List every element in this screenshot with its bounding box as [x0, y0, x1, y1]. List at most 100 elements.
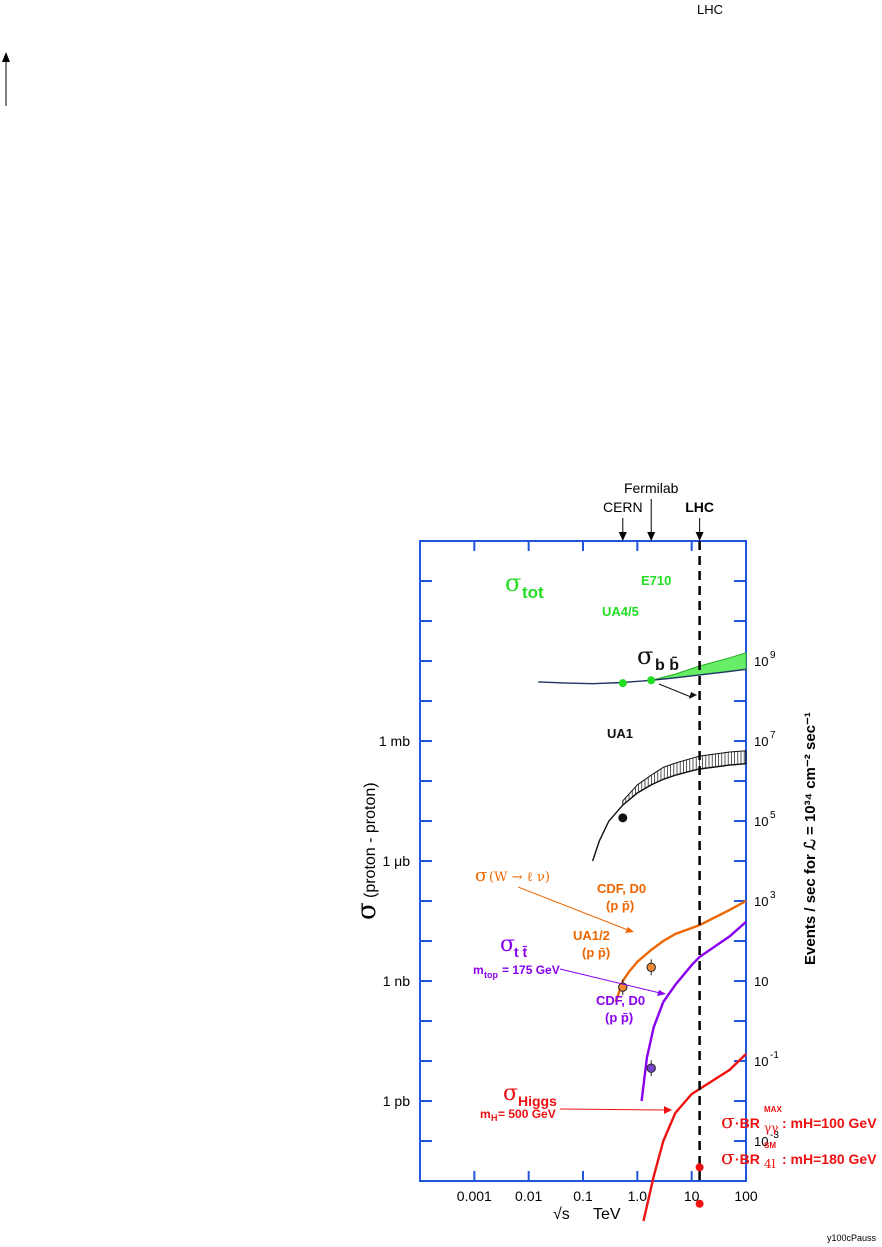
series-curves: [538, 668, 747, 1222]
br2-sup: SM: [764, 1141, 776, 1150]
data-point: [618, 982, 628, 992]
x-tick-label: 0.01: [515, 1188, 542, 1204]
sigma-bb-label: σ b b̄: [637, 642, 679, 674]
br-gamma-annotation: σ ·BR MAX γγ : mH=100 GeV: [721, 1105, 877, 1135]
right-tick-exponent: -1: [770, 1050, 779, 1061]
data-point: [647, 676, 656, 685]
sigma-higgs-symbol: σ: [503, 1081, 518, 1106]
right-tick-exponent: 3: [770, 890, 776, 901]
right-tick-label: 10: [754, 734, 768, 749]
ua12-label-1: UA1/2: [573, 928, 610, 943]
data-points: [618, 676, 704, 1208]
br2-br: ·BR: [735, 1151, 760, 1167]
mtop-m: m: [473, 963, 484, 977]
sigma-higgs-sub: Higgs: [518, 1093, 557, 1109]
machine-label: CERN: [603, 499, 643, 515]
br2-sub: 4l: [764, 1157, 776, 1171]
right-tick-exponent: 9: [770, 650, 776, 661]
right-tick-exponent: 5: [770, 810, 776, 821]
error-bands: [622, 652, 747, 807]
x-tick-label: 0.1: [573, 1188, 593, 1204]
right-tick-label: 10: [754, 654, 768, 669]
sigma-bb-sub: b b̄: [655, 655, 679, 674]
br1-br: ·BR: [735, 1115, 760, 1131]
left-tick-label: 1 nb: [383, 973, 410, 989]
right-tick-exponent: -3: [770, 1130, 779, 1141]
machine-label: LHC: [685, 499, 714, 515]
sigma-tt-label: σ t t̄ m top = 175 GeV: [473, 932, 560, 980]
machine-arrow-head: [618, 532, 627, 541]
x-tick-label: 100: [734, 1188, 758, 1204]
cdf-t-label-2: (p p̄): [605, 1010, 633, 1025]
header-tag: LHC: [697, 2, 723, 17]
data-point: [695, 1163, 704, 1172]
br2-sigma: σ: [721, 1145, 735, 1169]
sigma-w-label: σ (W → ℓ ν): [475, 865, 550, 886]
cdf-t-label-1: CDF, D0: [596, 993, 645, 1008]
br1-sup: MAX: [764, 1105, 782, 1114]
br2-text: : mH=180 GeV: [782, 1151, 877, 1167]
ua1-label: UA1: [607, 726, 633, 741]
left-axis-rest: (proton - proton): [362, 782, 379, 898]
data-point: [618, 813, 628, 823]
sigma-higgs-label: σ Higgs m H = 500 GeV: [480, 1081, 557, 1123]
right-axis-label: Events / sec for ℒ = 10³⁴ cm⁻² sec⁻¹: [802, 712, 819, 965]
sigma-w-symbol: σ: [475, 865, 487, 886]
right-tick-label: 10: [754, 894, 768, 909]
x-tick-label: 10: [684, 1188, 700, 1204]
series-line-4: [642, 1053, 747, 1222]
x-axis-unit: TeV: [593, 1206, 621, 1223]
mh500-value: = 500 GeV: [498, 1107, 556, 1121]
sigma-bb-symbol: σ: [637, 642, 653, 670]
left-tick-labels: 1 mb 1 μb 1 nb 1 pb: [379, 733, 410, 1109]
mtop-sub: top: [484, 970, 498, 980]
left-axis-sigma: σ: [352, 902, 382, 920]
machine-arrow-head: [695, 532, 704, 541]
ua45-label: UA4/5: [602, 604, 639, 619]
cdf-w-label-1: CDF, D0: [597, 881, 646, 896]
axis-ticks: [419, 541, 747, 1181]
cdf-w-label-2: (p p̄): [606, 898, 634, 913]
br1-sigma: σ: [721, 1109, 735, 1133]
br1-text: : mH=100 GeV: [782, 1115, 877, 1131]
mtop-value: = 175 GeV: [502, 963, 560, 977]
right-tick-label: 10: [754, 974, 768, 989]
series-line-2: [614, 899, 747, 1003]
series-line-3: [640, 921, 747, 1102]
data-point: [646, 962, 656, 973]
x-tick-label: 1.0: [628, 1188, 648, 1204]
sigma-tot-symbol: σ: [505, 569, 521, 597]
stray-up-arrow: [2, 52, 10, 106]
e710-label: E710: [641, 573, 671, 588]
right-tick-label: 10: [754, 814, 768, 829]
x-axis-root: √s: [553, 1206, 570, 1223]
machine-arrow-head: [647, 532, 656, 541]
annotation-arrows: [517, 683, 697, 1114]
sigma-w-rest: (W → ℓ ν): [489, 870, 550, 885]
x-tick-label: 0.001: [457, 1188, 492, 1204]
mh500-m: m: [480, 1107, 491, 1121]
ua12-label-2: (p p̄): [582, 945, 610, 960]
data-point: [646, 1063, 656, 1073]
left-tick-label: 1 pb: [383, 1093, 410, 1109]
sigma-bb-band: [622, 750, 747, 807]
sigma-tot-sub: tot: [522, 583, 544, 602]
plot-frame: [419, 540, 747, 1182]
right-tick-exponent: 7: [770, 730, 776, 741]
br1-sub: γγ: [764, 1121, 778, 1135]
series-line-1: [591, 763, 747, 862]
right-axis-title: Events / sec for ℒ = 10³⁴ cm⁻² sec⁻¹: [802, 712, 819, 965]
sigma-tt-sub: t t̄: [514, 944, 528, 960]
x-tick-labels: 0.001 0.01 0.1 1.0 10 100: [457, 1188, 758, 1204]
machine-label: Fermilab: [624, 480, 679, 496]
right-tick-label: 10: [754, 1134, 768, 1149]
data-point: [695, 1199, 704, 1208]
left-tick-label: 1 mb: [379, 733, 410, 749]
x-axis-title: √s TeV: [553, 1206, 621, 1223]
left-tick-label: 1 μb: [382, 853, 410, 869]
sigma-tot-label: σ tot: [505, 569, 544, 602]
br-4l-annotation: σ ·BR SM 4l : mH=180 GeV: [721, 1141, 877, 1171]
left-axis-title: σ (proton - proton): [352, 782, 382, 920]
sigma-tt-symbol: σ: [500, 932, 515, 957]
